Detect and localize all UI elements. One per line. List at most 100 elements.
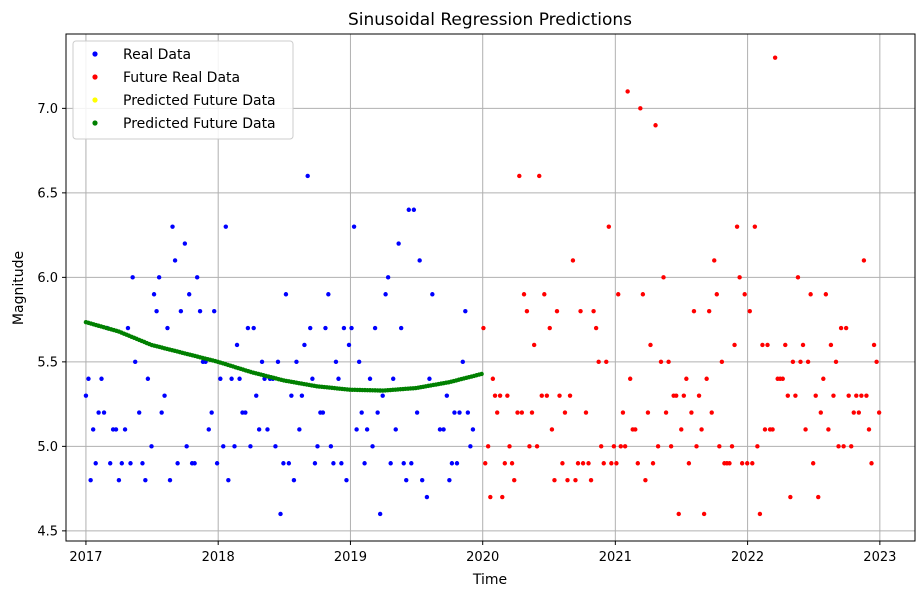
data-point — [780, 376, 785, 381]
data-point — [691, 308, 697, 314]
data-point — [444, 393, 450, 398]
legend-marker — [92, 120, 98, 126]
series-4 — [83, 319, 484, 393]
data-point — [344, 477, 349, 483]
data-point — [310, 376, 315, 381]
data-point — [305, 173, 310, 179]
data-point — [411, 207, 417, 212]
data-point — [531, 342, 537, 348]
data-point — [739, 461, 745, 466]
data-point — [424, 494, 430, 500]
data-point — [596, 359, 601, 365]
data-point — [622, 444, 628, 449]
data-point — [278, 511, 283, 517]
data-point — [524, 308, 530, 314]
data-point — [507, 444, 512, 449]
data-point — [793, 393, 798, 398]
data-point — [625, 89, 630, 94]
data-point — [497, 393, 503, 398]
data-point — [323, 325, 328, 331]
data-point — [483, 461, 488, 466]
data-point — [755, 444, 760, 449]
data-point — [354, 427, 359, 432]
data-point — [856, 410, 862, 415]
y-tick-label: 5.5 — [37, 355, 58, 370]
data-point — [770, 427, 775, 432]
data-point — [286, 461, 292, 466]
axis-ticks: 2017 2018 2019 2020 2021 2022 2023 4.5 5.0 5.5 6.0… — [37, 102, 896, 565]
data-point — [689, 410, 694, 415]
data-point — [492, 393, 498, 398]
data-point — [388, 461, 393, 466]
data-point — [719, 359, 725, 365]
data-point — [618, 444, 623, 449]
data-point — [149, 444, 154, 449]
y-tick-label: 4.5 — [37, 524, 58, 539]
data-point — [869, 461, 874, 466]
legend-box — [72, 40, 294, 140]
data-point — [798, 359, 803, 365]
data-point — [364, 427, 370, 432]
data-point — [326, 292, 331, 297]
data-point — [302, 342, 307, 348]
data-point — [297, 427, 302, 432]
data-point — [331, 461, 336, 466]
data-point — [398, 325, 404, 331]
data-point — [420, 477, 425, 483]
x-axis-label: Time — [472, 572, 507, 588]
data-point — [328, 444, 334, 449]
data-point — [529, 410, 535, 415]
data-point — [93, 461, 98, 466]
data-point — [470, 427, 476, 432]
data-point — [294, 359, 299, 365]
data-point — [816, 494, 821, 500]
data-point — [557, 393, 562, 398]
data-point — [256, 427, 262, 432]
data-point — [383, 292, 388, 297]
data-point — [375, 410, 380, 415]
legend-marker — [92, 74, 98, 80]
data-point — [359, 410, 364, 415]
data-point — [874, 359, 879, 365]
data-point — [209, 410, 214, 415]
data-point — [645, 410, 651, 415]
data-point — [681, 393, 687, 398]
chart-title: Sinusoidal Regression Predictions — [348, 10, 632, 30]
data-point — [704, 376, 709, 381]
data-point — [742, 292, 747, 297]
data-point — [221, 444, 226, 449]
data-point — [864, 393, 869, 398]
data-point — [175, 461, 180, 466]
data-point — [640, 292, 646, 297]
data-point — [283, 292, 289, 297]
data-point — [552, 477, 557, 483]
data-point — [259, 359, 265, 365]
data-point — [599, 444, 604, 449]
data-point — [663, 410, 669, 415]
data-point — [312, 461, 318, 466]
data-point — [391, 376, 396, 381]
data-point — [591, 308, 596, 314]
data-point — [575, 461, 581, 466]
data-point — [170, 224, 175, 229]
data-point — [655, 444, 661, 449]
data-point — [223, 224, 228, 229]
data-point — [762, 427, 768, 432]
data-point — [409, 461, 414, 466]
data-point — [192, 461, 197, 466]
data-point — [549, 427, 555, 432]
data-point — [101, 410, 107, 415]
data-point — [460, 359, 465, 365]
data-point — [614, 461, 619, 466]
data-point — [727, 461, 732, 466]
data-point — [701, 511, 707, 517]
data-point — [760, 342, 765, 348]
data-point — [237, 376, 242, 381]
data-point — [218, 376, 223, 381]
data-point — [668, 444, 674, 449]
data-point — [265, 427, 270, 432]
data-point — [441, 427, 446, 432]
data-point — [226, 477, 231, 483]
data-point — [871, 342, 877, 348]
x-tick-label: 2021 — [599, 550, 632, 565]
